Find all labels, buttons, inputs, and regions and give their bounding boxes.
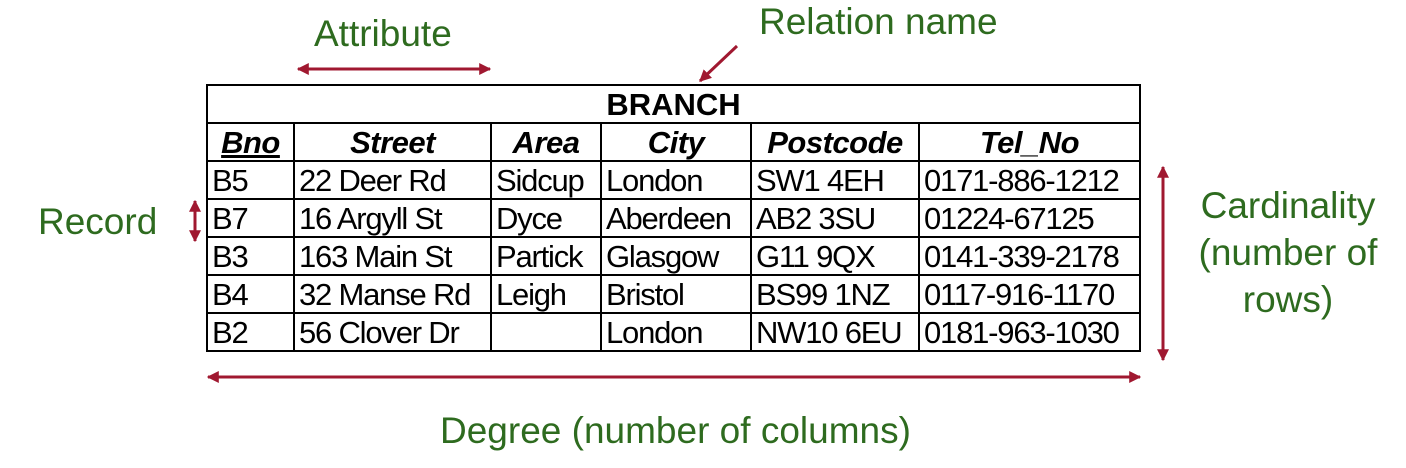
cell-area: Sidcup bbox=[490, 160, 602, 200]
relation-name-label: Relation name bbox=[759, 1, 998, 42]
cardinality-label-line: rows) bbox=[1242, 279, 1334, 320]
cell-city: London bbox=[600, 160, 752, 200]
cell-tel-no: 0141-339-2178 bbox=[918, 236, 1141, 276]
cell-postcode: BS99 1NZ bbox=[750, 274, 920, 314]
cell-area: Leigh bbox=[490, 274, 602, 314]
cell-city: Aberdeen bbox=[600, 198, 752, 238]
cardinality-label: Cardinality (number of rows) bbox=[1180, 182, 1396, 323]
cell-bno: B5 bbox=[206, 160, 295, 200]
column-header-street: Street bbox=[293, 122, 492, 162]
cell-street: 163 Main St bbox=[293, 236, 492, 276]
cell-postcode: NW10 6EU bbox=[750, 312, 920, 352]
cell-city: Bristol bbox=[600, 274, 752, 314]
cell-bno: B7 bbox=[206, 198, 295, 238]
cell-city: London bbox=[600, 312, 752, 352]
cell-street: 56 Clover Dr bbox=[293, 312, 492, 352]
table-row: B2 56 Clover Dr London NW10 6EU 0181-963… bbox=[206, 312, 1141, 352]
cell-area: Dyce bbox=[490, 198, 602, 238]
cell-street: 22 Deer Rd bbox=[293, 160, 492, 200]
cell-area bbox=[490, 312, 602, 352]
table-row: B4 32 Manse Rd Leigh Bristol BS99 1NZ 01… bbox=[206, 274, 1141, 314]
cell-tel-no: 0171-886-1212 bbox=[918, 160, 1141, 200]
table-row: B3 163 Main St Partick Glasgow G11 9QX 0… bbox=[206, 236, 1141, 276]
table-row: B5 22 Deer Rd Sidcup London SW1 4EH 0171… bbox=[206, 160, 1141, 200]
relation-name-arrow bbox=[698, 44, 739, 83]
cell-area: Partick bbox=[490, 236, 602, 276]
cell-city: Glasgow bbox=[600, 236, 752, 276]
cell-bno: B2 bbox=[206, 312, 295, 352]
column-header-area: Area bbox=[490, 122, 602, 162]
cardinality-label-line: Cardinality bbox=[1200, 185, 1376, 226]
column-header-city: City bbox=[600, 122, 752, 162]
cell-postcode: AB2 3SU bbox=[750, 198, 920, 238]
column-header-bno: Bno bbox=[206, 122, 295, 162]
branch-relation-table: BRANCH Bno Street Area City Postcode Tel… bbox=[206, 84, 1141, 352]
cell-tel-no: 01224-67125 bbox=[918, 198, 1141, 238]
cell-tel-no: 0181-963-1030 bbox=[918, 312, 1141, 352]
cell-street: 16 Argyll St bbox=[293, 198, 492, 238]
table-row: B7 16 Argyll St Dyce Aberdeen AB2 3SU 01… bbox=[206, 198, 1141, 238]
column-header-tel-no: Tel_No bbox=[918, 122, 1141, 162]
cell-street: 32 Manse Rd bbox=[293, 274, 492, 314]
record-label: Record bbox=[38, 201, 158, 242]
degree-label: Degree (number of columns) bbox=[440, 410, 911, 451]
cardinality-label-line: (number of bbox=[1198, 232, 1378, 273]
attribute-label: Attribute bbox=[314, 13, 452, 54]
column-header-postcode: Postcode bbox=[750, 122, 920, 162]
cell-postcode: G11 9QX bbox=[750, 236, 920, 276]
cell-tel-no: 0117-916-1170 bbox=[918, 274, 1141, 314]
cell-bno: B4 bbox=[206, 274, 295, 314]
relation-name: BRANCH bbox=[206, 84, 1141, 124]
cell-postcode: SW1 4EH bbox=[750, 160, 920, 200]
cell-bno: B3 bbox=[206, 236, 295, 276]
